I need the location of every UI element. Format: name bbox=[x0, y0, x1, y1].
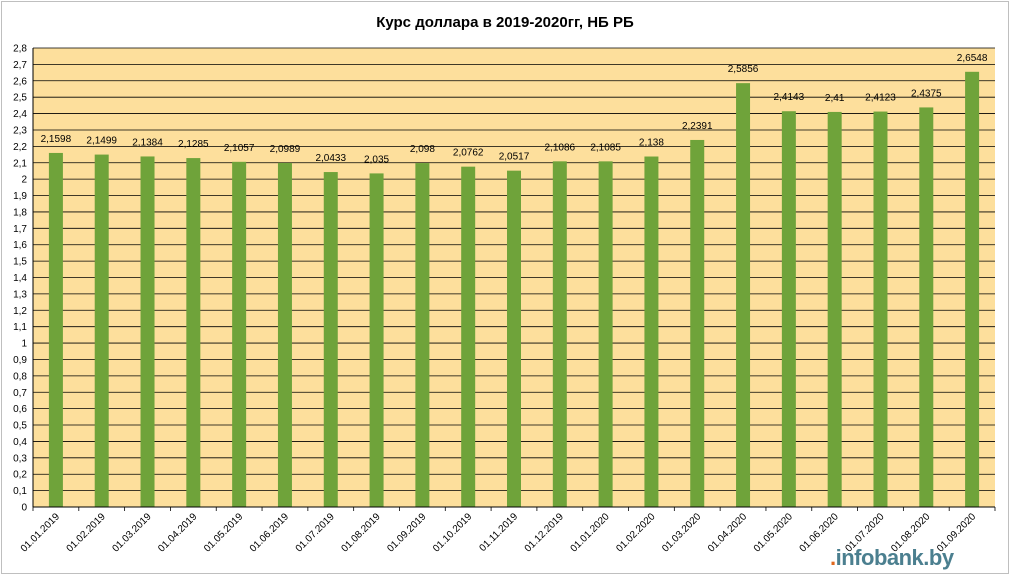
y-tick-label: 1,3 bbox=[13, 289, 27, 300]
x-tick-label: 01.11.2019 bbox=[477, 511, 520, 554]
bar bbox=[873, 111, 888, 507]
y-tick-label: 0,1 bbox=[13, 486, 27, 497]
y-tick-label: 1,9 bbox=[13, 191, 27, 202]
x-tick-label: 01.09.2019 bbox=[385, 511, 428, 554]
data-label: 2,0517 bbox=[499, 152, 530, 163]
y-tick-label: 1,2 bbox=[13, 306, 27, 317]
x-tick-label: 01.03.2019 bbox=[110, 511, 153, 554]
data-label: 2,1085 bbox=[590, 142, 621, 153]
data-label: 2,2391 bbox=[682, 121, 713, 132]
bar bbox=[552, 161, 567, 507]
x-tick-label: 01.12.2019 bbox=[523, 511, 566, 554]
data-label: 2,0989 bbox=[270, 144, 301, 155]
y-tick-label: 0,2 bbox=[13, 470, 27, 481]
y-tick-label: 1,6 bbox=[13, 240, 27, 251]
bar bbox=[277, 162, 292, 507]
x-tick-label: 01.05.2019 bbox=[202, 511, 245, 554]
watermark-logo: .infobank.by bbox=[830, 545, 954, 571]
bar bbox=[827, 111, 842, 508]
y-tick-label: 2,6 bbox=[13, 76, 27, 87]
bar bbox=[369, 173, 384, 508]
bar bbox=[644, 156, 659, 507]
data-label: 2,4375 bbox=[911, 88, 942, 99]
watermark-text: infobank.by bbox=[835, 545, 954, 570]
x-tick-label: 01.05.2020 bbox=[752, 511, 795, 554]
data-label: 2,138 bbox=[639, 138, 664, 149]
x-tick-label: 01.08.2019 bbox=[340, 511, 383, 554]
y-tick-label: 0,4 bbox=[13, 437, 27, 448]
data-label: 2,41 bbox=[825, 93, 845, 104]
y-tick-label: 2,4 bbox=[13, 109, 27, 120]
y-tick-label: 1,8 bbox=[13, 207, 27, 218]
data-label: 2,1598 bbox=[41, 134, 72, 145]
y-tick-label: 2,8 bbox=[13, 44, 27, 55]
bar bbox=[461, 166, 476, 508]
data-label: 2,1499 bbox=[86, 136, 117, 147]
watermark-dot: . bbox=[830, 545, 836, 570]
x-tick-label: 01.03.2020 bbox=[660, 511, 703, 554]
y-tick-label: 0,7 bbox=[13, 388, 27, 399]
bar bbox=[919, 107, 934, 508]
bar bbox=[140, 156, 155, 507]
bar bbox=[48, 152, 63, 507]
bar bbox=[781, 111, 796, 508]
bar bbox=[965, 71, 980, 507]
x-tick-label: 01.02.2020 bbox=[614, 511, 657, 554]
data-label: 2,6548 bbox=[957, 53, 988, 64]
y-tick-label: 2,5 bbox=[13, 93, 27, 104]
x-tick-label: 01.06.2019 bbox=[248, 511, 291, 554]
y-tick-label: 1,7 bbox=[13, 224, 27, 235]
y-tick-label: 1,5 bbox=[13, 257, 27, 268]
y-tick-label: 0,9 bbox=[13, 355, 27, 366]
data-label: 2,1384 bbox=[132, 137, 163, 148]
data-label: 2,1057 bbox=[224, 143, 255, 154]
y-tick-label: 2,1 bbox=[13, 158, 27, 169]
x-tick-label: 01.10.2019 bbox=[431, 511, 474, 554]
bar bbox=[415, 163, 430, 507]
y-tick-label: 0,6 bbox=[13, 404, 27, 415]
bar bbox=[94, 154, 109, 508]
x-tick-label: 01.01.2020 bbox=[569, 511, 612, 554]
y-tick-label: 0 bbox=[21, 503, 27, 514]
y-tick-label: 1 bbox=[21, 339, 27, 350]
y-tick-label: 0,5 bbox=[13, 421, 27, 432]
bar bbox=[598, 161, 613, 507]
bar bbox=[323, 172, 338, 508]
x-tick-label: 01.04.2020 bbox=[706, 511, 749, 554]
y-tick-label: 0,3 bbox=[13, 453, 27, 464]
chart-title: Курс доллара в 2019-2020гг, НБ РБ bbox=[376, 14, 634, 31]
data-label: 2,0762 bbox=[453, 148, 484, 159]
data-label: 2,0433 bbox=[315, 153, 346, 164]
y-tick-label: 1,4 bbox=[13, 273, 27, 284]
bar bbox=[232, 161, 247, 507]
x-tick-label: 01.02.2019 bbox=[65, 511, 108, 554]
x-tick-label: 01.04.2019 bbox=[156, 511, 199, 554]
data-label: 2,1285 bbox=[178, 139, 209, 150]
y-tick-label: 2,7 bbox=[13, 60, 27, 71]
bar bbox=[736, 83, 751, 507]
data-label: 2,4123 bbox=[865, 93, 896, 104]
bar bbox=[186, 158, 201, 507]
data-label: 2,035 bbox=[364, 154, 389, 165]
bar bbox=[690, 139, 705, 507]
y-tick-label: 1,1 bbox=[13, 322, 27, 333]
data-label: 2,5856 bbox=[728, 64, 759, 75]
data-label: 2,4143 bbox=[774, 92, 805, 103]
data-label: 2,1086 bbox=[545, 142, 576, 153]
y-tick-label: 2,3 bbox=[13, 125, 27, 136]
x-tick-label: 01.01.2019 bbox=[19, 511, 62, 554]
y-tick-label: 2 bbox=[21, 175, 27, 186]
y-tick-label: 2,2 bbox=[13, 142, 27, 153]
x-tick-label: 01.07.2019 bbox=[294, 511, 337, 554]
bar bbox=[507, 170, 521, 507]
data-label: 2,098 bbox=[410, 144, 435, 155]
y-tick-label: 0,8 bbox=[13, 371, 27, 382]
